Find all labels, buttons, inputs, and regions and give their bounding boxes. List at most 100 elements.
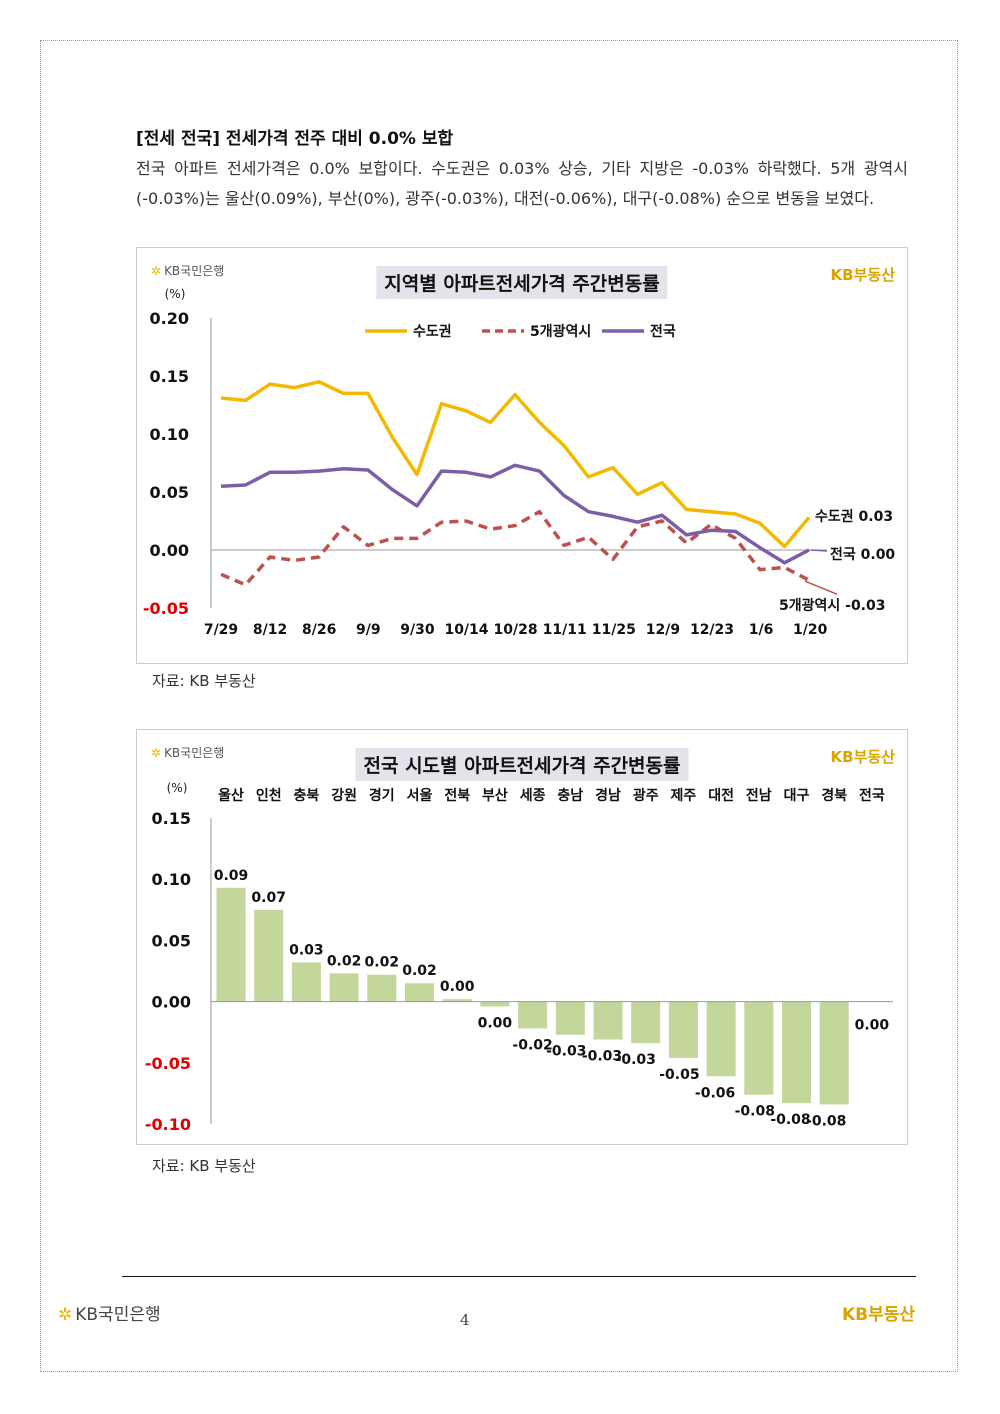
x-tick-label: 1/20 bbox=[793, 622, 828, 638]
data-label: 0.03 bbox=[289, 942, 324, 958]
data-label: -0.03 bbox=[616, 1052, 656, 1068]
page-number: 4 bbox=[460, 1311, 470, 1329]
bar bbox=[706, 1001, 736, 1077]
series-line-0 bbox=[220, 380, 811, 549]
series-line-2 bbox=[220, 463, 810, 565]
data-label: -0.08 bbox=[770, 1112, 810, 1128]
bar-chart-svg: (%) 0.15 0.10 0.05 0.00 -0.05 -0.10 울산 0.09 인천 0.0… bbox=[145, 781, 893, 1134]
bar bbox=[480, 1001, 510, 1007]
data-label: 0.00 bbox=[440, 979, 475, 995]
footer-realestate-logo: KB부동산 bbox=[842, 1305, 916, 1325]
y-tick-label: 0.10 bbox=[150, 425, 189, 444]
bar bbox=[744, 1001, 774, 1095]
data-label: -0.02 bbox=[512, 1038, 552, 1054]
data-label: 0.02 bbox=[402, 963, 437, 979]
x-tick-label: 12/9 bbox=[646, 622, 680, 638]
y-unit-label: (%) bbox=[165, 287, 186, 301]
y-tick-label: 0.20 bbox=[150, 309, 189, 328]
category-label: 전국 bbox=[859, 787, 885, 804]
bar bbox=[367, 974, 397, 1002]
category-label: 대전 bbox=[708, 787, 734, 804]
category-label: 세종 bbox=[520, 788, 546, 804]
y-tick-label: -0.05 bbox=[145, 1054, 191, 1073]
y-tick-label: 0.00 bbox=[152, 993, 191, 1012]
y-tick-label: -0.05 bbox=[143, 599, 189, 618]
data-label: -0.06 bbox=[695, 1085, 735, 1101]
kb-realestate-logo: KB부동산 bbox=[830, 748, 895, 766]
bar bbox=[782, 1001, 811, 1104]
data-label: 0.09 bbox=[214, 868, 249, 884]
bar bbox=[254, 909, 284, 1002]
category-label: 전북 bbox=[444, 787, 470, 804]
x-tick-label: 9/9 bbox=[356, 622, 381, 638]
y-tick-label: 0.05 bbox=[150, 483, 189, 502]
x-tick-label: 8/12 bbox=[253, 622, 287, 638]
category-label: 서울 bbox=[407, 787, 433, 804]
footer-divider bbox=[122, 1276, 916, 1277]
kb-bank-logo: ✲ KB국민은행 bbox=[151, 744, 224, 761]
bar bbox=[668, 1001, 698, 1058]
y-unit-label: (%) bbox=[167, 781, 188, 795]
y-tick-label: 0.15 bbox=[150, 367, 189, 386]
bar bbox=[555, 1001, 585, 1035]
bar-chart-title: 전국 시도별 아파트전세가격 주간변동률 bbox=[355, 748, 689, 781]
category-label: 충남 bbox=[557, 787, 583, 804]
category-label: 부산 bbox=[482, 787, 508, 804]
province-bar-chart: (%) 0.15 0.10 0.05 0.00 -0.05 -0.10 울산 0.09 인천 0.0… bbox=[136, 729, 908, 1145]
bar bbox=[291, 962, 321, 1002]
x-tick-label: 11/11 bbox=[543, 622, 587, 638]
category-label: 경남 bbox=[595, 787, 621, 804]
bar bbox=[631, 1001, 661, 1044]
x-tick-label: 10/14 bbox=[444, 622, 488, 638]
y-tick-label: -0.10 bbox=[145, 1115, 191, 1134]
y-tick-label: 0.10 bbox=[152, 870, 191, 889]
regional-line-chart: (%) 0.20 0.15 0.10 0.05 0.00 -0.05 7/29 8/12 8/26… bbox=[136, 247, 908, 664]
category-label: 경기 bbox=[369, 787, 395, 804]
bar bbox=[442, 999, 472, 1002]
y-tick-label: 0.15 bbox=[152, 809, 191, 828]
section-heading: [전세 전국] 전세가격 전주 대비 0.0% 보합 bbox=[136, 129, 454, 149]
category-label: 울산 bbox=[218, 787, 244, 804]
kb-star-icon: ✲ bbox=[58, 1305, 73, 1325]
bar bbox=[593, 1001, 623, 1040]
data-label: -0.03 bbox=[582, 1049, 622, 1065]
data-label: -0.03 bbox=[546, 1044, 586, 1060]
y-tick-label: 0.00 bbox=[150, 541, 189, 560]
bar bbox=[216, 887, 246, 1002]
x-tick-label: 11/25 bbox=[592, 622, 636, 638]
line-chart-title: 지역별 아파트전세가격 주간변동률 bbox=[376, 266, 668, 299]
data-label: 0.00 bbox=[855, 1018, 890, 1034]
page-border bbox=[40, 40, 958, 1372]
y-tick-label: 0.05 bbox=[152, 931, 191, 950]
x-tick-label: 1/6 bbox=[749, 622, 774, 638]
data-label: 0.02 bbox=[327, 953, 362, 969]
category-label: 제주 bbox=[671, 788, 697, 804]
data-label: 0.07 bbox=[251, 890, 286, 906]
category-label: 경북 bbox=[821, 787, 847, 804]
kb-star-icon: ✲ bbox=[151, 746, 162, 760]
footer-bank-text: KB국민은행 bbox=[75, 1305, 161, 1325]
kb-bank-text: KB국민은행 bbox=[164, 264, 225, 278]
category-label: 전남 bbox=[746, 787, 772, 804]
end-label-metro: 5개광역시 -0.03 bbox=[779, 597, 886, 614]
bar bbox=[819, 1001, 849, 1105]
data-label: -0.05 bbox=[659, 1067, 699, 1083]
x-tick-label: 10/28 bbox=[494, 622, 538, 638]
data-label: 0.00 bbox=[478, 1015, 513, 1031]
kb-star-icon: ✲ bbox=[151, 264, 162, 278]
category-label: 강원 bbox=[331, 787, 357, 804]
end-label-capital: 수도권 0.03 bbox=[815, 509, 893, 525]
category-label: 대구 bbox=[784, 788, 810, 804]
bar bbox=[405, 983, 434, 1002]
data-label: -0.08 bbox=[806, 1113, 846, 1129]
footer-bank-logo: ✲ KB국민은행 bbox=[58, 1300, 161, 1325]
source-note: 자료: KB 부동산 bbox=[152, 1157, 256, 1175]
category-label: 충북 bbox=[294, 788, 320, 804]
series-line-1 bbox=[220, 509, 810, 587]
bar bbox=[518, 1001, 548, 1029]
category-label: 광주 bbox=[633, 787, 659, 804]
kb-realestate-logo: KB부동산 bbox=[830, 266, 895, 284]
x-tick-label: 12/23 bbox=[690, 622, 734, 638]
x-tick-label: 9/30 bbox=[400, 622, 435, 638]
x-tick-label: 7/29 bbox=[204, 622, 238, 638]
